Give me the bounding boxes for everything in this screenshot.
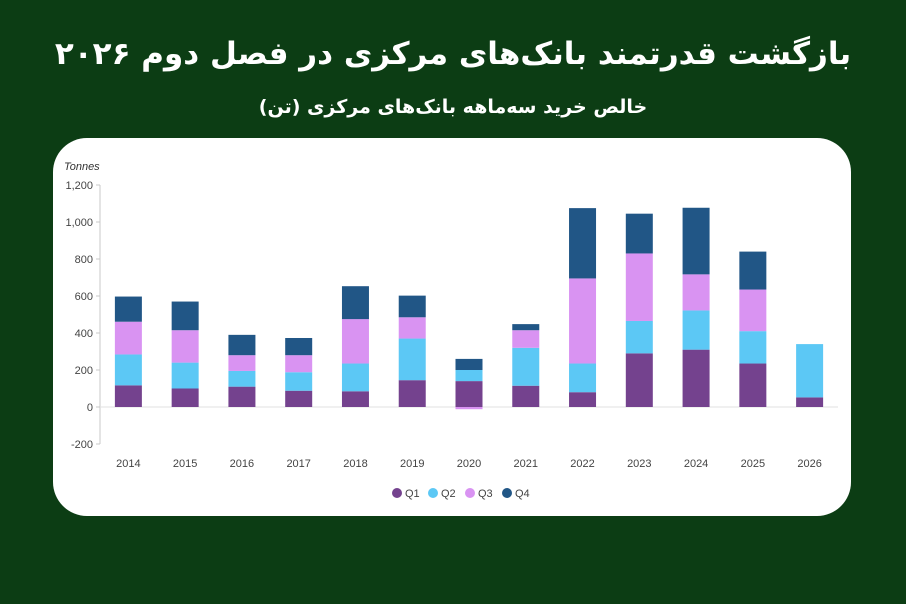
bar-q1-2018 [341, 391, 369, 407]
bar-q3-2024 [682, 274, 710, 311]
y-tick-label: -200 [71, 439, 93, 451]
bar-q1-2021 [512, 385, 540, 407]
y-tick-label: 600 [75, 291, 93, 303]
x-tick-label: 2020 [457, 458, 481, 470]
bar-q3-2021 [512, 330, 540, 348]
y-tick-label: 1,200 [65, 180, 93, 192]
bar-q2-2020 [455, 370, 483, 382]
bar-q3-2022 [569, 278, 597, 364]
bar-q4-2024 [682, 207, 710, 275]
legend-label-q2: Q2 [441, 488, 456, 500]
bar-q4-2017 [285, 337, 313, 356]
bar-q3-2016 [228, 355, 256, 371]
bar-q1-2025 [739, 363, 767, 407]
bar-q1-2019 [398, 380, 426, 407]
bar-q2-2023 [625, 320, 653, 354]
x-tick-label: 2023 [627, 458, 651, 470]
x-tick-label: 2018 [343, 458, 367, 470]
x-tick-label: 2017 [286, 458, 310, 470]
bar-q1-2016 [228, 386, 256, 407]
y-tick-label: 200 [75, 365, 93, 377]
bar-q1-2014 [114, 385, 142, 407]
bar-q3-2014 [114, 321, 142, 355]
bar-q4-2019 [398, 295, 426, 318]
bar-q2-2018 [341, 363, 369, 392]
bar-q2-2015 [171, 362, 199, 389]
x-tick-label: 2024 [684, 458, 708, 470]
y-axis-unit-label: Tonnes [64, 161, 100, 173]
bar-q2-2025 [739, 331, 767, 364]
bar-q3-2023 [625, 253, 653, 321]
bar-q3-2017 [285, 355, 313, 373]
bar-q2-2019 [398, 338, 426, 381]
x-tick-label: 2025 [741, 458, 765, 470]
bar-q2-2021 [512, 347, 540, 386]
bar-q4-2021 [512, 324, 540, 331]
x-tick-label: 2014 [116, 458, 140, 470]
x-tick-label: 2022 [570, 458, 594, 470]
bar-q4-2016 [228, 334, 256, 356]
bar-q4-2025 [739, 251, 767, 290]
bar-q4-2023 [625, 213, 653, 254]
bar-q1-2020 [455, 381, 483, 407]
bar-q2-2022 [569, 363, 597, 393]
bar-q4-2020 [455, 358, 483, 370]
legend-marker-q2 [428, 488, 438, 498]
bar-q1-2023 [625, 353, 653, 407]
bar-q1-2022 [569, 392, 597, 407]
y-tick-label: 0 [87, 402, 93, 414]
x-tick-label: 2021 [514, 458, 538, 470]
y-tick-label: 1,000 [65, 217, 93, 229]
bar-q2-2017 [285, 372, 313, 391]
bar-q3-2019 [398, 317, 426, 339]
bar-q2-2024 [682, 310, 710, 350]
bar-q1-2026 [796, 397, 824, 407]
legend-label-q4: Q4 [515, 488, 530, 500]
bar-q1-2024 [682, 349, 710, 407]
bar-q1-2015 [171, 388, 199, 407]
bar-q2-2016 [228, 370, 256, 387]
bar-q3-2018 [341, 319, 369, 364]
bar-q3-2025 [739, 289, 767, 332]
bar-q2-2014 [114, 354, 142, 386]
bar-q4-2014 [114, 296, 142, 322]
bar-q4-2022 [569, 208, 597, 279]
legend-label-q3: Q3 [478, 488, 493, 500]
page-title: بازگشت قدرتمند بانک‌های مرکزی در فصل دوم… [54, 36, 852, 72]
legend-marker-q3 [465, 488, 475, 498]
legend-label-q1: Q1 [405, 488, 420, 500]
bar-q4-2015 [171, 301, 199, 331]
legend-marker-q1 [392, 488, 402, 498]
y-tick-label: 800 [75, 254, 93, 266]
y-tick-label: 400 [75, 328, 93, 340]
bar-q3-2015 [171, 330, 199, 363]
x-tick-label: 2015 [173, 458, 197, 470]
bar-q1-2017 [285, 390, 313, 407]
legend-marker-q4 [502, 488, 512, 498]
bar-q3-2020 [455, 407, 483, 410]
x-tick-label: 2026 [797, 458, 821, 470]
bar-q2-2026 [796, 344, 824, 398]
page-subtitle: خالص خرید سه‌ماهه بانک‌های مرکزی (تن) [258, 96, 648, 118]
bar-q4-2018 [341, 286, 369, 320]
x-tick-label: 2016 [230, 458, 254, 470]
x-tick-label: 2019 [400, 458, 424, 470]
